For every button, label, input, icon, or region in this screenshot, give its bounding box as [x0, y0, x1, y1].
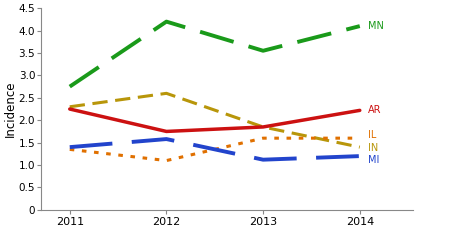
Y-axis label: Incidence: Incidence — [4, 81, 17, 137]
Text: MI: MI — [367, 155, 379, 165]
Text: IL: IL — [367, 130, 376, 140]
Text: MN: MN — [367, 21, 383, 31]
Text: AR: AR — [367, 105, 381, 115]
Text: IN: IN — [367, 143, 378, 153]
